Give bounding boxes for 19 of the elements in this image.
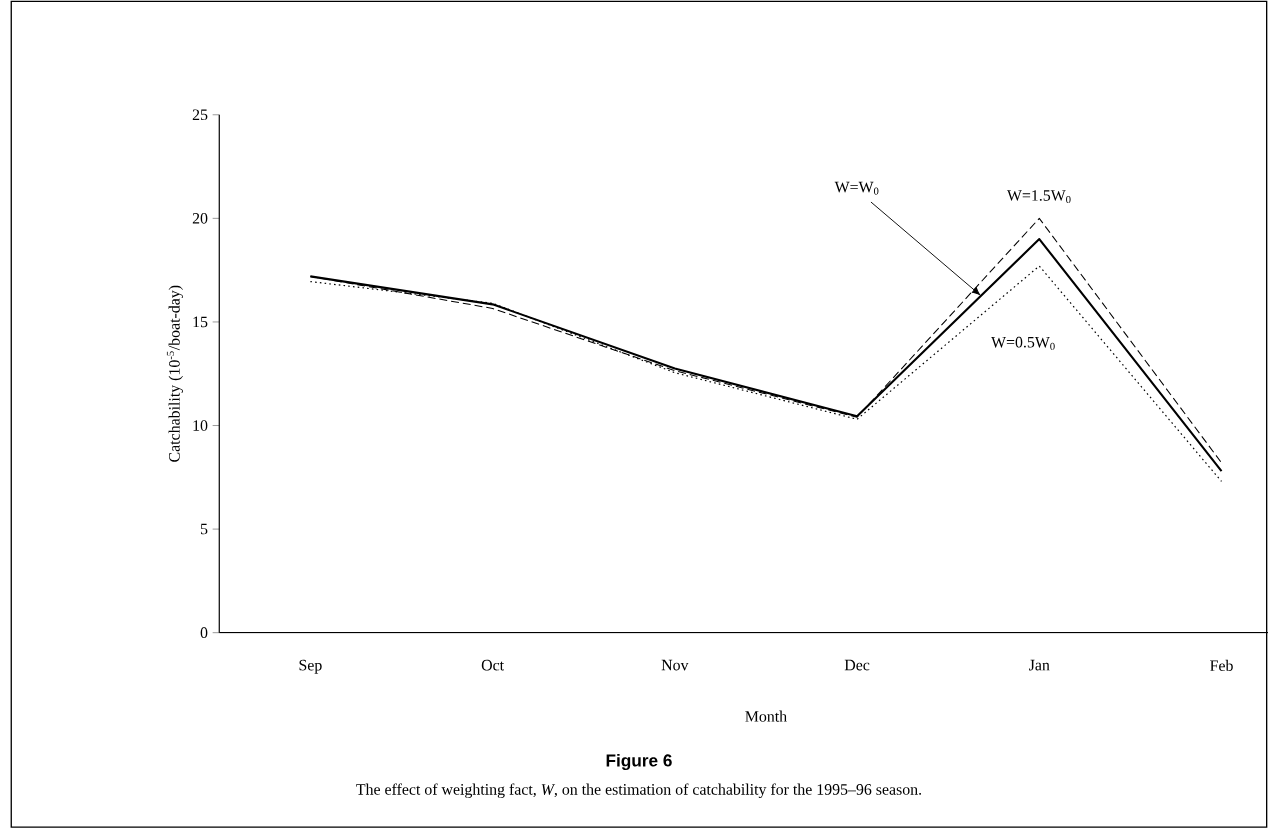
text: W=W$_{0}$ [834,181,879,195]
x-tick-label: Feb [1210,659,1233,671]
y-tick-label: 10 [193,419,208,431]
x-tick-label: Dec [844,659,870,671]
x-tick-label: Oct [481,659,504,671]
y-tick-label: 25 [192,109,208,120]
y-tick-label: 15 [193,316,208,328]
series-label: W=1.5W$_{0}$ [1006,189,1071,203]
x-tick-label: Sep [299,659,322,674]
y-tick-label: 0 [200,627,208,638]
y-tick-label: 5 [200,523,208,535]
x-tick-label: Nov [661,659,689,671]
text: The effect of weighting fact, W, on the estimation of catchability for the 1995–96 season. [356,783,922,798]
x-axis-title: Month [745,710,787,722]
text: Figure 6 [606,753,672,770]
series-label: W=0.5W$_{0}$ [991,336,1055,350]
y-axis-title: Catchability (10$^{-5}$/boat-day) [166,285,184,462]
y-tick-label: 20 [192,212,208,224]
x-tick-label: Jan [1029,659,1050,671]
